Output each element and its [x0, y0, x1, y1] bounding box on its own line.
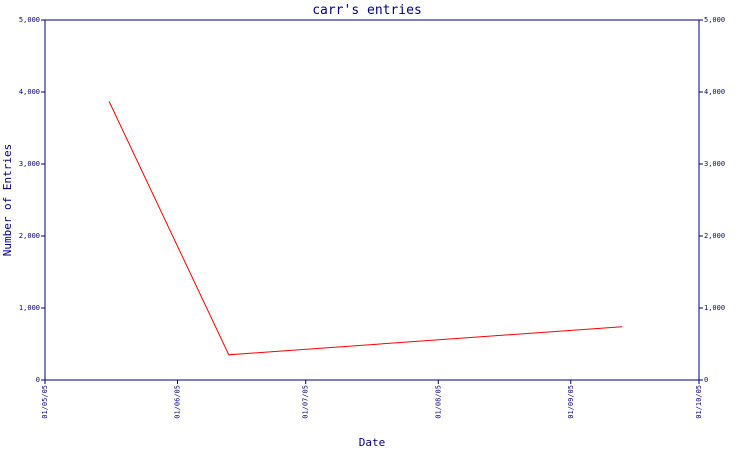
y-tick-label-right: 4,000: [704, 88, 725, 96]
y-tick-label-right: 2,000: [704, 232, 725, 240]
x-tick-label: 01/10/05: [695, 385, 703, 419]
series-line: [108, 101, 623, 356]
y-tick-label-left: 1,000: [19, 304, 40, 312]
chart-title: carr's entries: [312, 3, 422, 18]
y-axis-right: 0 1,000 2,000 3,000 4,000 5,000: [699, 16, 725, 384]
y-tick-label-left: 5,000: [19, 16, 40, 24]
y-tick-label-left: 4,000: [19, 88, 40, 96]
y-tick-label-left: 0: [36, 376, 40, 384]
x-tick-label: 01/09/05: [567, 385, 575, 419]
x-tick-label: 01/08/05: [434, 385, 442, 419]
y-tick-label-right: 1,000: [704, 304, 725, 312]
y-axis-label: Number of Entries: [1, 144, 14, 257]
x-tick-label: 01/07/05: [302, 385, 310, 419]
y-tick-label-left: 3,000: [19, 160, 40, 168]
y-tick-label-right: 5,000: [704, 16, 725, 24]
x-axis-label: Date: [359, 436, 386, 449]
y-tick-label-left: 2,000: [19, 232, 40, 240]
y-tick-label-right: 3,000: [704, 160, 725, 168]
x-axis: 01/05/05 01/06/05 01/07/05 01/08/05 01/09/05…: [41, 380, 703, 419]
y-tick-label-right: 0: [704, 376, 708, 384]
y-axis-left: 0 1,000 2,000 3,000 4,000 5,000: [19, 16, 45, 384]
x-tick-label: 01/06/05: [174, 385, 182, 419]
series-layer: [108, 101, 623, 356]
x-tick-label: 01/05/05: [41, 385, 49, 419]
plot-frame: [44, 19, 700, 381]
